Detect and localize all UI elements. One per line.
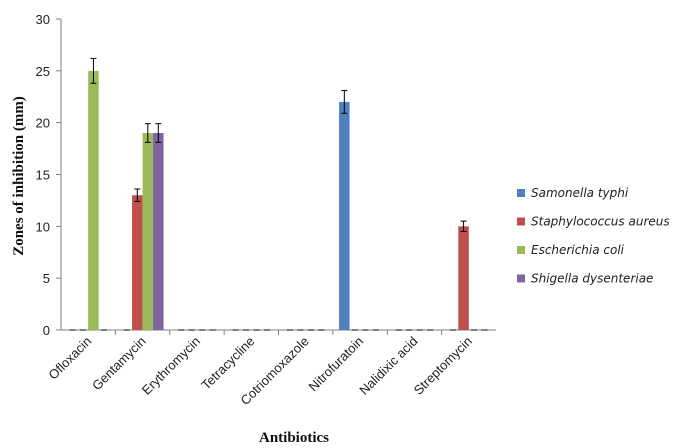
- bar: [142, 133, 154, 330]
- bar: [88, 70, 99, 330]
- bar: [132, 195, 143, 330]
- legend-swatch: [517, 217, 525, 226]
- x-tick-label: Tetracycline: [198, 334, 257, 393]
- x-axis-title: Antibiotics: [259, 430, 329, 446]
- y-tick-label: 20: [36, 116, 50, 131]
- x-tick-label: Erythromycin: [139, 334, 203, 398]
- legend-label: Staphylococcus aureus: [531, 215, 670, 229]
- legend-swatch: [517, 246, 525, 254]
- legend-swatch: [517, 189, 525, 197]
- bar: [339, 101, 350, 330]
- legend: Samonella typhi Staphylococcus aureus Esch…: [517, 186, 670, 286]
- y-tick-label: 30: [36, 12, 50, 27]
- y-axis-title: Zones of inhibition (mm): [11, 96, 27, 256]
- x-tick-label: Streptomycin: [411, 334, 475, 398]
- legend-swatch: [517, 274, 525, 283]
- x-tick-label: Gentamycin: [89, 334, 149, 394]
- y-tick-label: 5: [43, 271, 50, 286]
- plot-area: 0 5 10 15 20 25 30 OfloxacinGentamycinErythromy…: [36, 12, 496, 408]
- legend-label: Shigella dysenteriae: [531, 272, 653, 286]
- y-tick-label: 0: [43, 323, 50, 338]
- legend-label: Samonella typhi: [531, 186, 629, 200]
- legend-label: Escherichia coli: [531, 243, 625, 257]
- y-tick-label: 10: [36, 219, 50, 234]
- y-tick-label: 15: [36, 168, 50, 183]
- bar: [458, 226, 469, 330]
- y-tick-label: 25: [36, 64, 50, 79]
- x-tick-label: Ofloxacin: [45, 334, 94, 383]
- bar: [153, 133, 164, 330]
